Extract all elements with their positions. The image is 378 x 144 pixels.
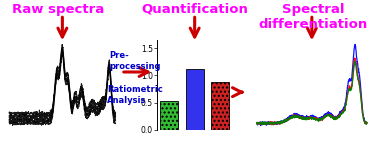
Text: Spectral
differentiation: Spectral differentiation [258,3,368,31]
Bar [186,69,204,130]
Bar [211,82,229,130]
Text: Quantification: Quantification [141,3,248,16]
Bar [160,102,178,130]
Text: Raw spectra: Raw spectra [12,3,105,16]
Text: Pre-
processing: Pre- processing [110,52,161,71]
Text: Ratiometric
Analysis: Ratiometric Analysis [107,85,163,105]
